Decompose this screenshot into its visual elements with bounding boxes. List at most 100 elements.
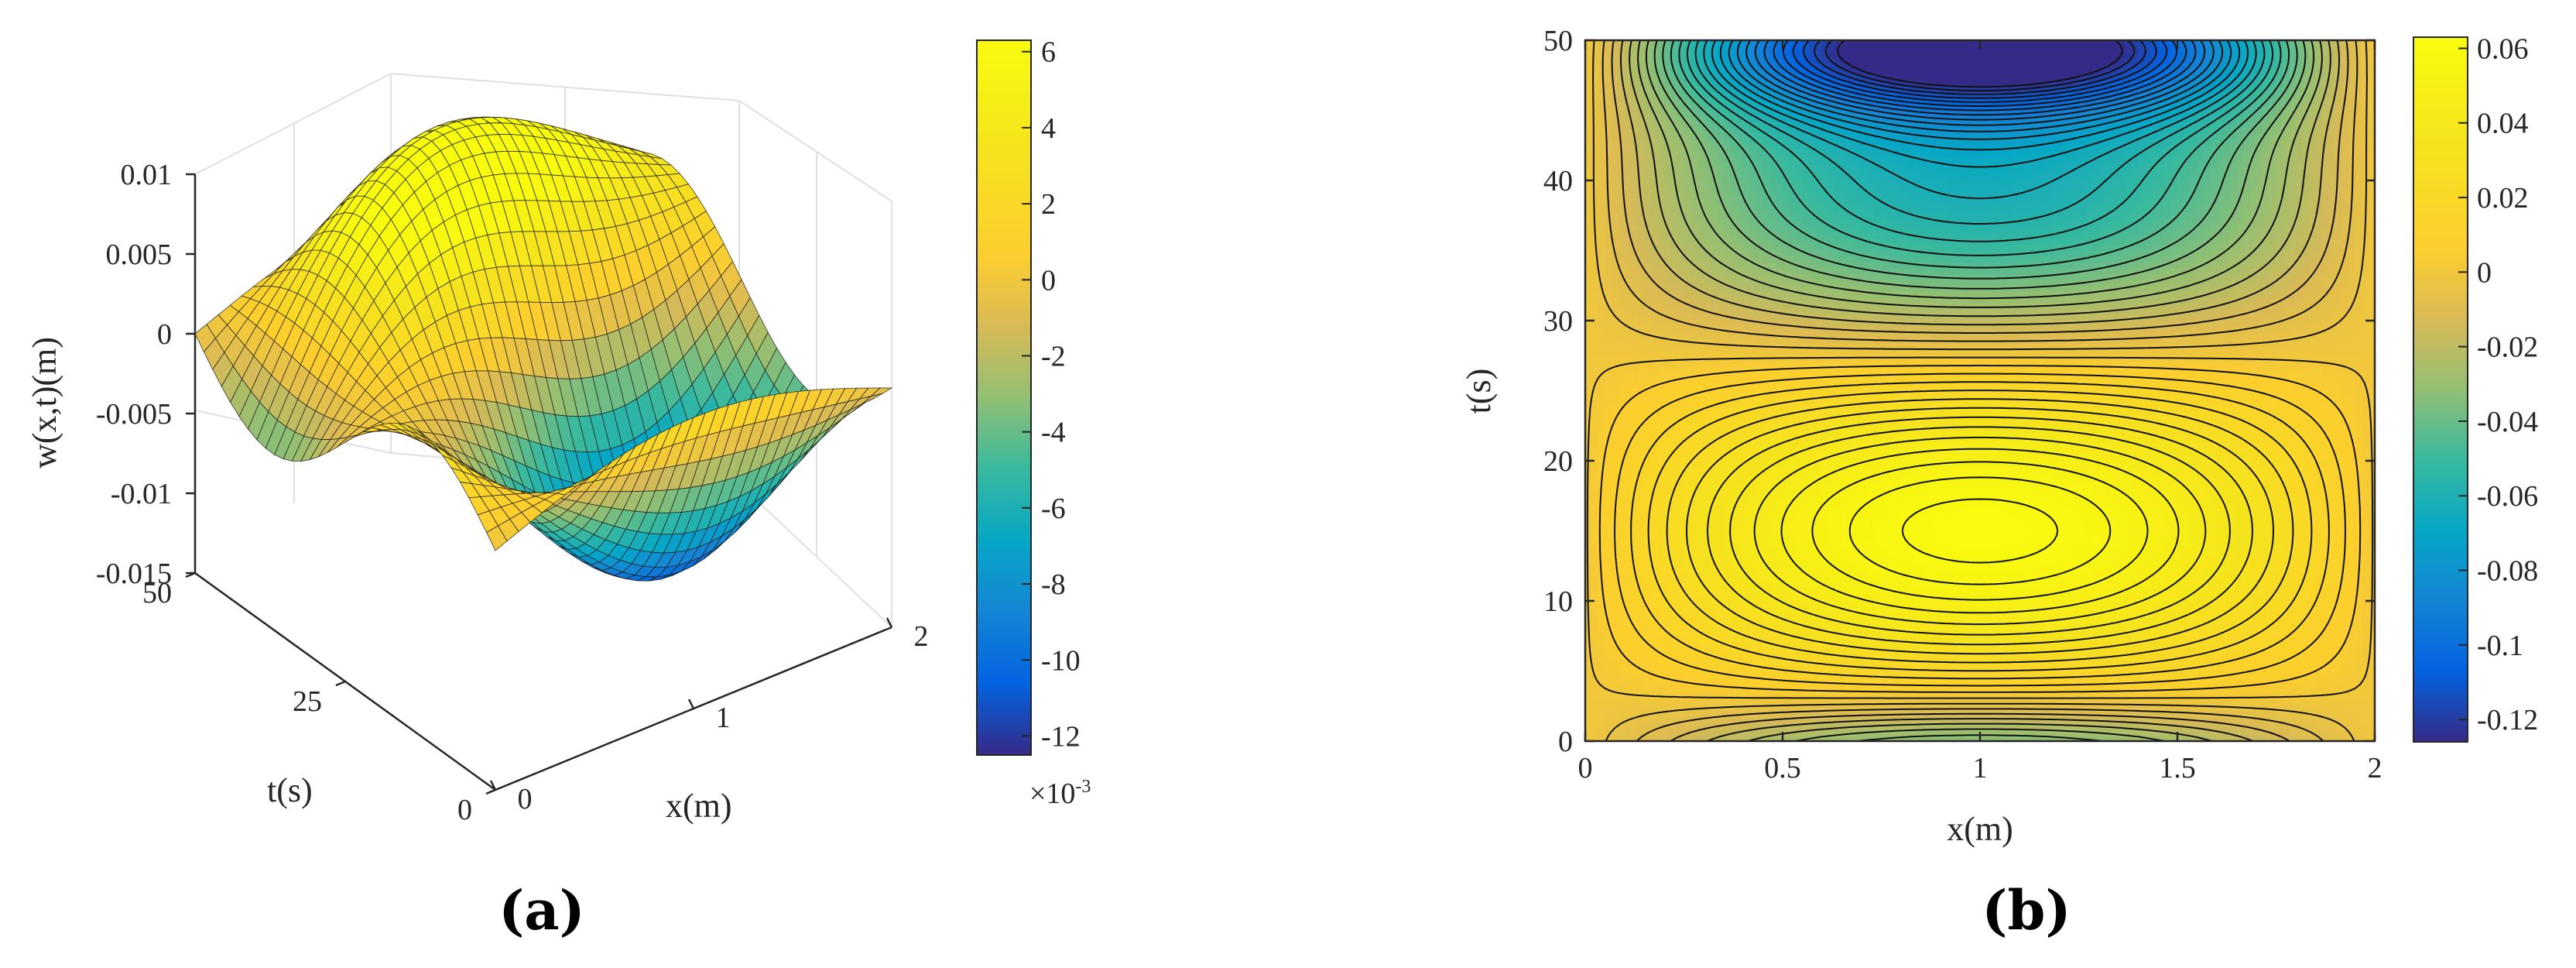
contour-cell: [1704, 256, 1711, 263]
contour-cell: [1657, 664, 1665, 672]
contour-cell: [1710, 705, 1718, 712]
contour-cell: [1631, 367, 1639, 374]
contour-cell: [1762, 174, 1770, 181]
contour-cell: [1605, 420, 1612, 427]
contour-cell: [1612, 110, 1619, 117]
contour-cell: [1631, 151, 1639, 158]
contour-cell: [1644, 472, 1652, 479]
contour-cell: [1677, 268, 1685, 275]
contour-cell: [1743, 221, 1751, 228]
contour-cell: [1743, 197, 1751, 204]
contour-cell: [1585, 197, 1593, 204]
contour-cell: [1736, 390, 1744, 397]
contour-cell: [1585, 163, 1593, 170]
contour-cell: [1638, 308, 1646, 316]
contour-cell: [1598, 244, 1606, 252]
contour-cell: [1618, 501, 1625, 508]
contour-cell: [1638, 303, 1646, 310]
contour-cell: [1677, 478, 1685, 485]
contour-cell: [1657, 425, 1665, 432]
contour-cell: [1605, 425, 1612, 432]
contour-cell: [1638, 232, 1646, 240]
contour-cell: [1631, 478, 1639, 485]
contour-cell: [1585, 186, 1593, 193]
contour-cell: [1598, 671, 1606, 678]
contour-cell: [1749, 443, 1757, 450]
contour-cell: [1644, 437, 1652, 444]
contour-cell: [1664, 618, 1672, 625]
contour-cell: [1625, 244, 1632, 252]
contour-cell: [1769, 361, 1777, 368]
contour-cell: [1651, 548, 1659, 555]
contour-cell: [1783, 524, 1790, 532]
contour-cell: [1664, 321, 1672, 328]
contour-cell: [1704, 448, 1711, 456]
contour-cell: [1631, 52, 1639, 59]
contour-cell: [1651, 128, 1659, 135]
contour-cell: [1730, 478, 1738, 485]
contour-cell: [1736, 530, 1744, 537]
contour-cell: [1756, 297, 1764, 304]
contour-cell: [1657, 338, 1665, 345]
contour-cell: [1690, 653, 1698, 661]
contour-cell: [1783, 280, 1790, 287]
contour-cell: [1591, 338, 1599, 345]
contour-cell: [1618, 565, 1625, 572]
contour-cell: [1717, 431, 1725, 438]
contour-cell: [1697, 443, 1704, 450]
contour-cell: [1684, 163, 1691, 170]
contour-cell: [1769, 122, 1777, 129]
contour-cell: [1723, 361, 1731, 368]
contour-cell: [1697, 87, 1704, 94]
contour-cell: [1697, 408, 1704, 415]
contour-cell: [1618, 530, 1625, 537]
contour-cell: [1644, 355, 1652, 362]
contour-cell: [1749, 455, 1757, 462]
contour-cell: [1756, 209, 1764, 216]
contour-cell: [1783, 186, 1790, 193]
contour-cell: [1664, 355, 1672, 362]
contour-cell: [1618, 186, 1625, 193]
contour-cell: [1605, 69, 1612, 76]
contour-cell: [1638, 367, 1646, 374]
contour-cell: [1670, 314, 1678, 321]
contour-cell: [1736, 297, 1744, 304]
contour-cell: [1612, 291, 1619, 298]
contour-cell: [1605, 92, 1612, 100]
contour-cell: [1749, 688, 1757, 695]
contour-cell: [1776, 396, 1783, 403]
contour-cell: [1625, 565, 1632, 572]
contour-cell: [1710, 156, 1718, 163]
contour-cell: [1704, 396, 1711, 403]
contour-cell: [1762, 723, 1770, 730]
contour-cell: [1644, 677, 1652, 684]
contour-cell: [1612, 239, 1619, 245]
contour-cell: [1585, 151, 1593, 158]
contour-cell: [1664, 729, 1672, 736]
contour-cell: [1762, 92, 1770, 100]
contour-cell: [1743, 215, 1751, 222]
contour-cell: [1717, 542, 1725, 549]
contour-cell: [1618, 128, 1625, 135]
contour-cell: [1657, 163, 1665, 170]
contour-cell: [1598, 659, 1606, 666]
contour-cell: [1783, 572, 1790, 578]
contour-cell: [1717, 338, 1725, 345]
contour-cell: [1612, 244, 1619, 252]
contour-cell: [1723, 402, 1731, 409]
contour-cell: [1598, 455, 1606, 462]
contour-cell: [1730, 606, 1738, 613]
contour-cell: [1677, 209, 1685, 216]
contour-cell: [1657, 122, 1665, 129]
contour-cell: [1591, 431, 1599, 438]
contour-cell: [1670, 705, 1678, 712]
contour-cell: [1612, 372, 1619, 380]
contour-cell: [1631, 332, 1639, 339]
contour-cell: [1631, 461, 1639, 468]
contour-cell: [1749, 501, 1757, 508]
contour-cell: [1644, 75, 1652, 82]
contour-cell: [1743, 349, 1751, 356]
colorbar-tick-label: -10: [1041, 644, 1081, 677]
contour-cell: [1710, 729, 1718, 736]
contour-cell: [1670, 227, 1678, 234]
